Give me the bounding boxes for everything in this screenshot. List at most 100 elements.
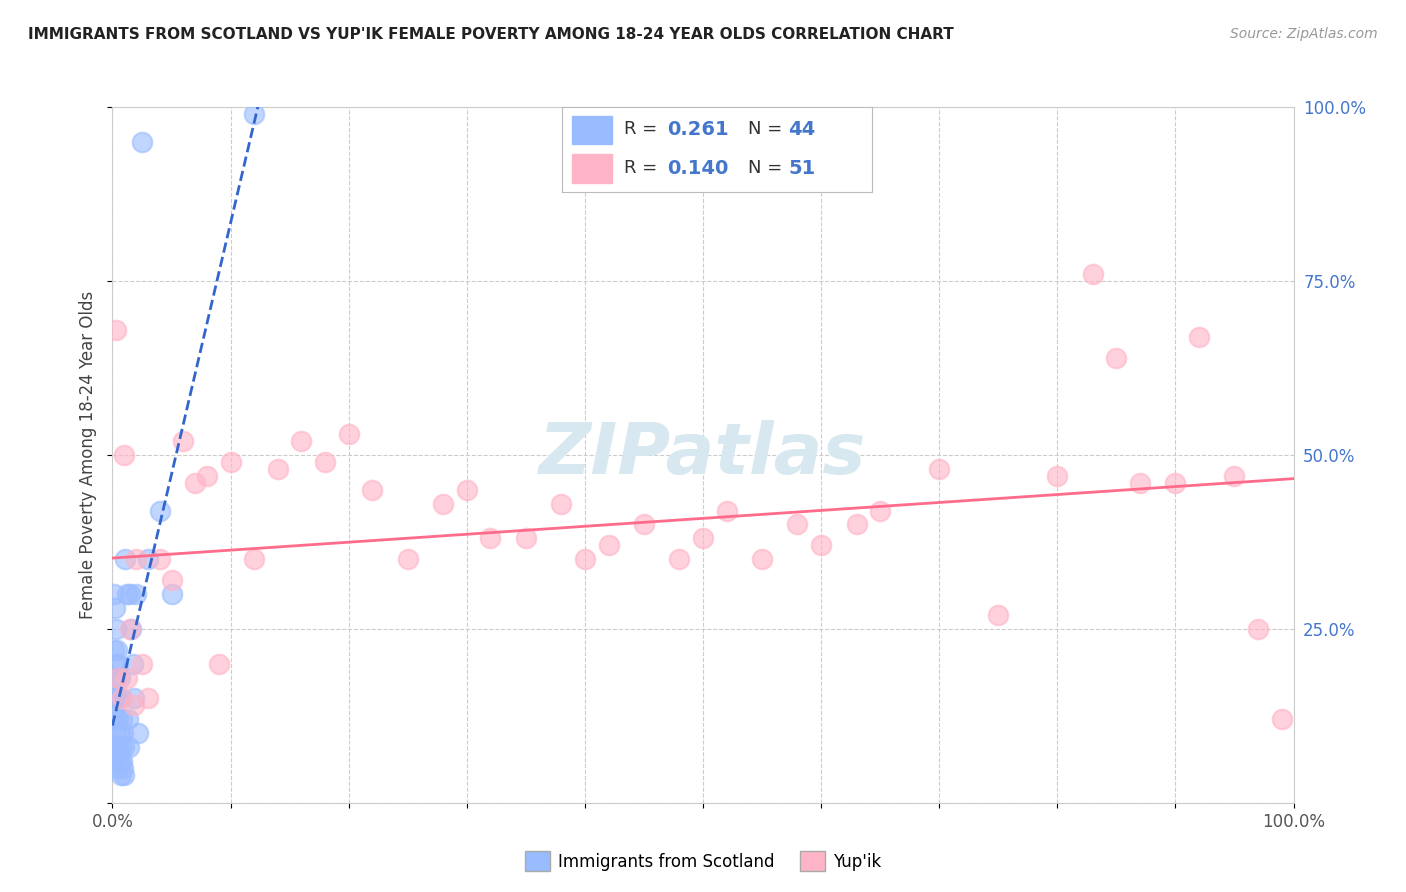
Text: 0.140: 0.140: [668, 159, 728, 178]
Point: [110, 691, 132, 706]
Point: [105, 642, 128, 657]
Legend: Immigrants from Scotland, Yup'ik: Immigrants from Scotland, Yup'ik: [519, 845, 887, 878]
Point: [267, 462, 290, 476]
Point: [751, 552, 773, 566]
Point: [1164, 475, 1187, 490]
Point: [131, 135, 153, 149]
Point: [869, 503, 891, 517]
Point: [120, 622, 142, 636]
FancyBboxPatch shape: [572, 154, 612, 183]
Point: [149, 503, 172, 517]
Point: [928, 462, 950, 476]
Point: [515, 532, 537, 546]
Point: [810, 538, 832, 552]
Point: [104, 601, 127, 615]
Point: [598, 538, 620, 552]
Point: [668, 552, 690, 566]
Point: [479, 532, 502, 546]
Point: [103, 691, 125, 706]
Point: [112, 448, 135, 462]
Point: [125, 552, 148, 566]
Point: [107, 657, 129, 671]
Point: [127, 726, 149, 740]
Point: [103, 587, 125, 601]
Point: [160, 587, 183, 601]
Point: [1188, 329, 1211, 343]
Text: N =: N =: [748, 120, 787, 138]
Point: [1223, 468, 1246, 483]
Point: [160, 573, 183, 587]
Y-axis label: Female Poverty Among 18-24 Year Olds: Female Poverty Among 18-24 Year Olds: [79, 291, 97, 619]
Point: [120, 587, 142, 601]
Text: 44: 44: [789, 120, 815, 138]
Point: [1271, 712, 1294, 726]
Point: [396, 552, 419, 566]
Point: [104, 657, 127, 671]
Point: [112, 761, 135, 775]
Point: [107, 671, 129, 685]
Point: [118, 740, 141, 755]
Text: N =: N =: [748, 159, 787, 177]
Point: [456, 483, 478, 497]
Point: [107, 747, 129, 761]
Point: [633, 517, 655, 532]
Point: [1081, 267, 1104, 281]
Point: [290, 434, 312, 448]
Point: [105, 622, 128, 636]
Point: [105, 761, 128, 775]
Point: [550, 497, 572, 511]
Point: [112, 726, 135, 740]
Text: ZIPatlas: ZIPatlas: [540, 420, 866, 490]
Point: [131, 657, 153, 671]
Point: [108, 726, 131, 740]
Point: [110, 768, 132, 782]
Point: [111, 691, 134, 706]
Point: [337, 427, 360, 442]
Point: [125, 587, 148, 601]
Point: [361, 483, 384, 497]
Point: [115, 671, 138, 685]
Point: [103, 642, 125, 657]
Point: [1105, 351, 1128, 365]
Point: [136, 552, 159, 566]
Point: [108, 671, 131, 685]
Point: [136, 691, 159, 706]
Text: Source: ZipAtlas.com: Source: ZipAtlas.com: [1230, 27, 1378, 41]
Point: [105, 323, 128, 337]
Point: [1129, 475, 1152, 490]
Point: [149, 552, 172, 566]
Point: [121, 657, 143, 671]
Point: [786, 517, 808, 532]
Point: [987, 607, 1010, 622]
Point: [122, 691, 145, 706]
Point: [432, 497, 454, 511]
Point: [243, 107, 266, 121]
Point: [112, 740, 135, 755]
Text: R =: R =: [624, 159, 664, 177]
Point: [117, 712, 139, 726]
Text: 51: 51: [789, 159, 815, 178]
Point: [112, 768, 135, 782]
Point: [105, 691, 128, 706]
Point: [574, 552, 596, 566]
Point: [1247, 622, 1270, 636]
Point: [107, 712, 129, 726]
Text: R =: R =: [624, 120, 664, 138]
Point: [314, 455, 336, 469]
Point: [108, 754, 131, 768]
FancyBboxPatch shape: [572, 115, 612, 145]
Point: [172, 434, 194, 448]
Point: [115, 587, 138, 601]
Point: [845, 517, 868, 532]
Point: [105, 726, 128, 740]
Point: [692, 532, 714, 546]
Point: [1046, 468, 1069, 483]
Text: IMMIGRANTS FROM SCOTLAND VS YUP'IK FEMALE POVERTY AMONG 18-24 YEAR OLDS CORRELAT: IMMIGRANTS FROM SCOTLAND VS YUP'IK FEMAL…: [28, 27, 953, 42]
Point: [111, 754, 134, 768]
Point: [105, 671, 128, 685]
Point: [122, 698, 145, 713]
Point: [243, 552, 266, 566]
Point: [219, 455, 242, 469]
Point: [184, 475, 207, 490]
Point: [105, 740, 128, 755]
